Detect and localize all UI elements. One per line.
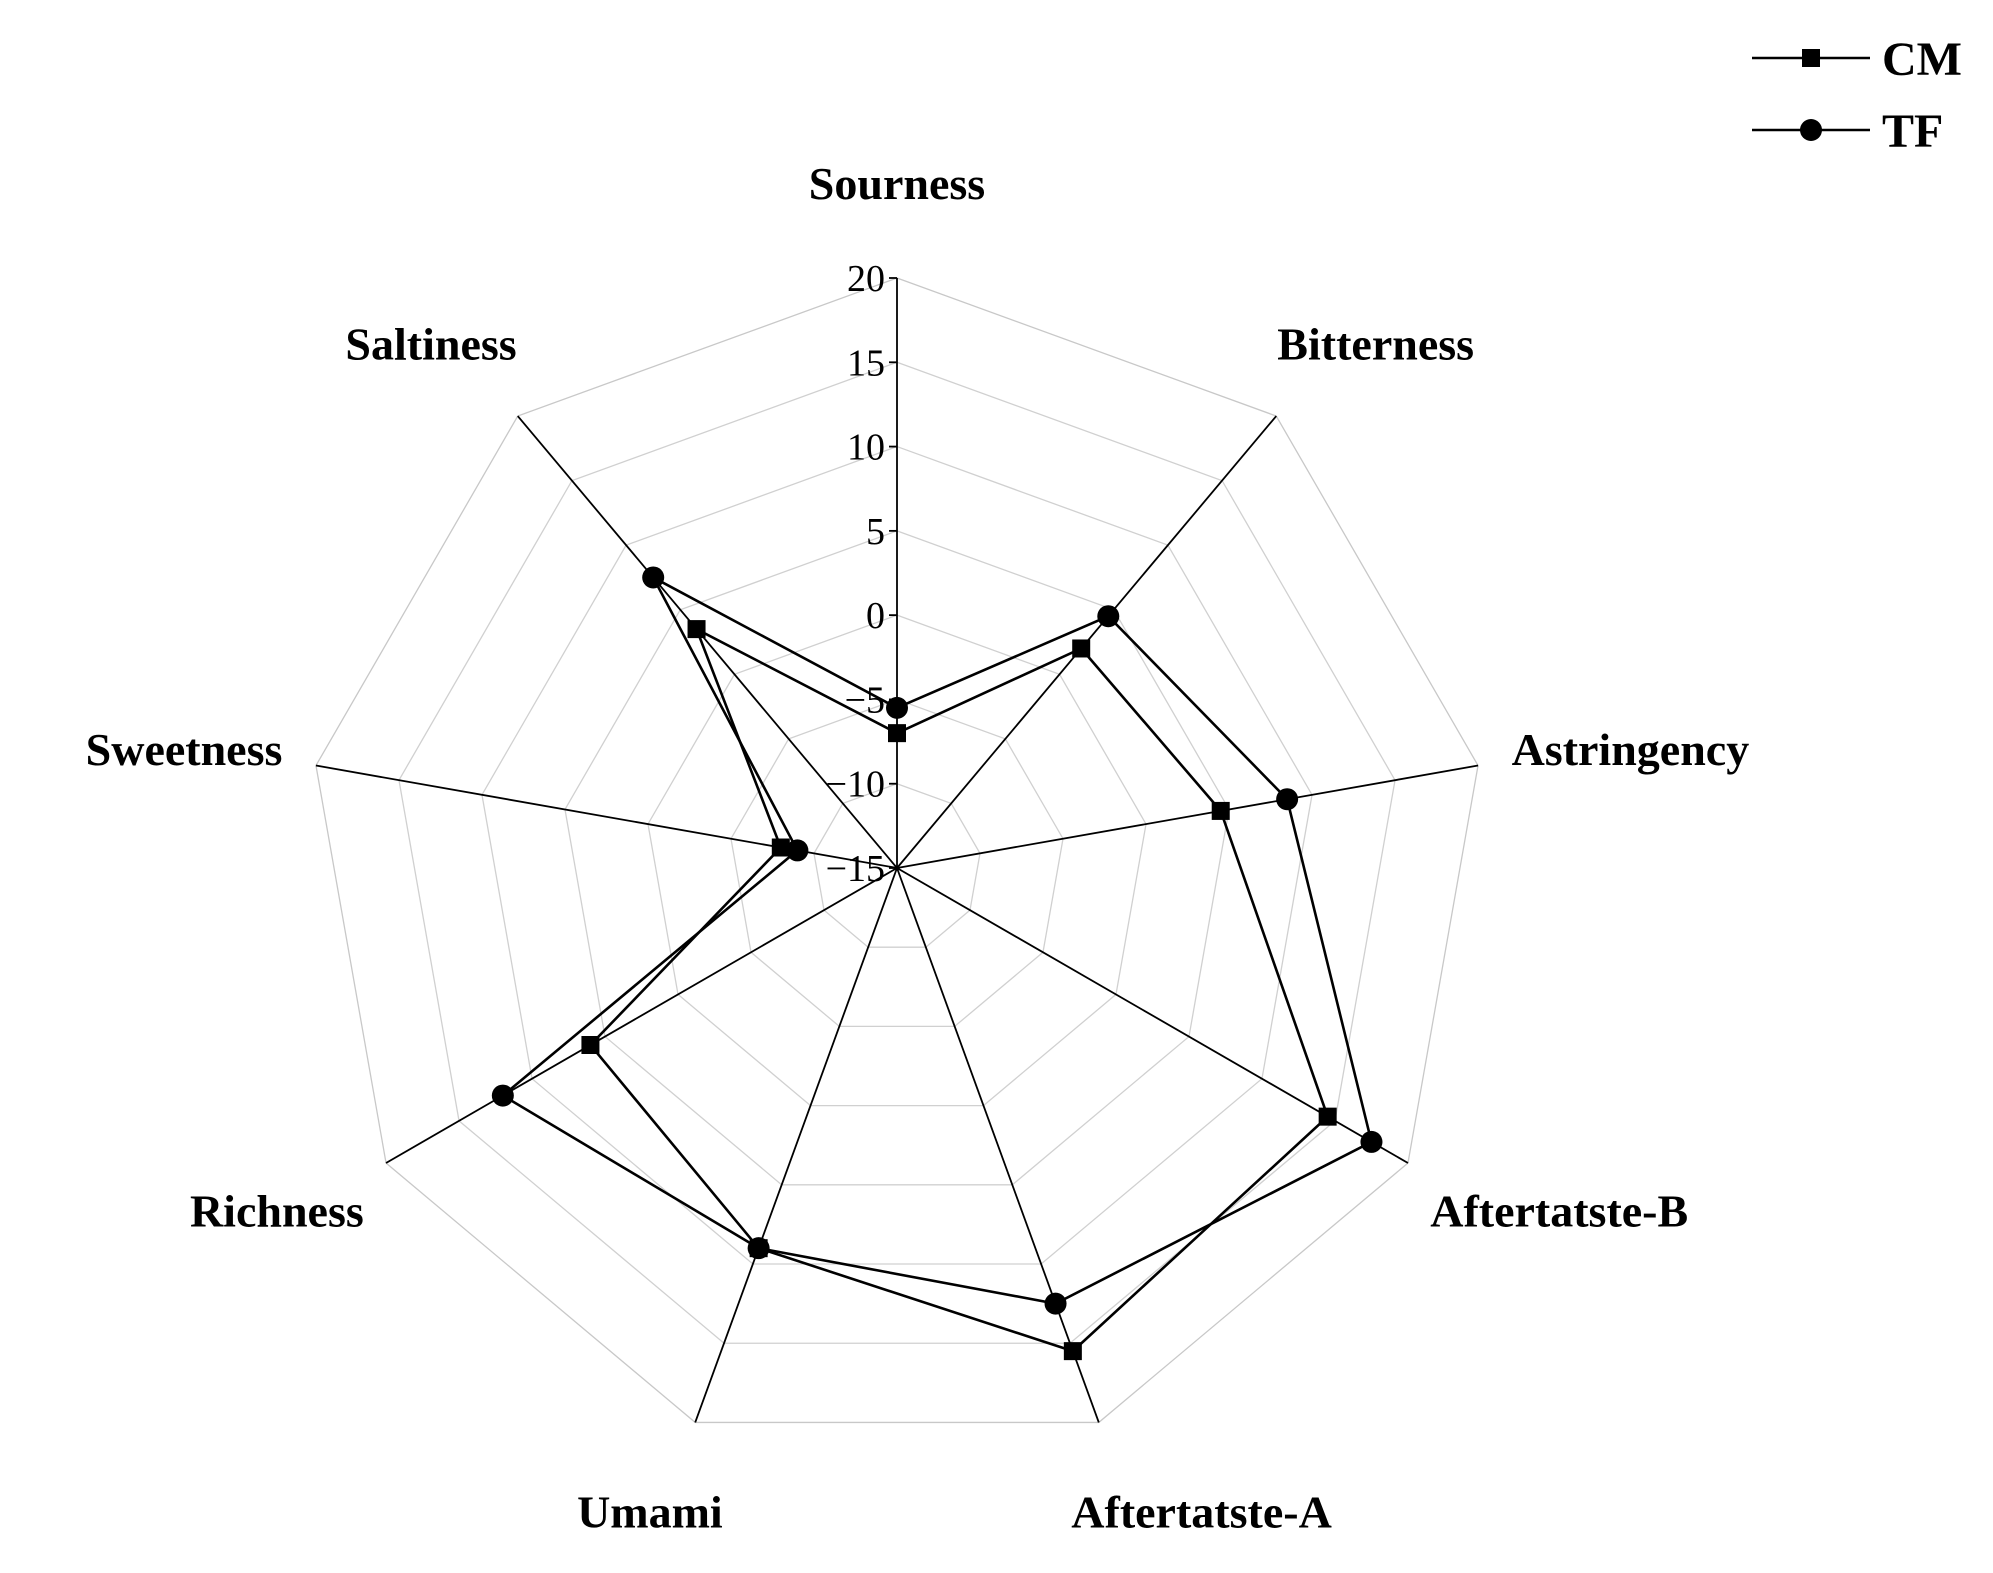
- point-TF-Richness: [491, 1084, 514, 1107]
- grid-ring-5: [730, 698, 1064, 1028]
- point-TF-Bitterness: [1097, 605, 1120, 628]
- legend: CM TF: [1752, 33, 1962, 158]
- legend-label-TF: TF: [1882, 105, 1943, 158]
- point-TF-Aftertatste-B: [1360, 1130, 1383, 1153]
- category-label-Richness: Richness: [190, 1186, 364, 1237]
- category-label-Sourness: Sourness: [809, 158, 985, 209]
- spoke-4: [896, 867, 1100, 1423]
- category-label-Saltiness: Saltiness: [345, 318, 516, 369]
- grid-ring-6: [813, 783, 981, 948]
- point-TF-Umami: [747, 1237, 770, 1260]
- grid-ring-2: [481, 445, 1313, 1265]
- point-CM-Richness: [581, 1036, 600, 1054]
- spoke-5: [694, 867, 898, 1423]
- series-TF: [491, 566, 1383, 1315]
- category-label-Sweetness: Sweetness: [86, 724, 283, 775]
- point-TF-Sweetness: [786, 839, 809, 862]
- point-TF-Aftertatste-A: [1044, 1292, 1067, 1315]
- point-TF-Saltiness: [642, 566, 665, 589]
- tick-label-0: 20: [847, 258, 885, 300]
- point-TF-Astringency: [1276, 788, 1299, 811]
- series-line-TF: [500, 574, 1373, 1305]
- point-TF-Sourness: [886, 696, 908, 719]
- radar-grid: [315, 277, 1479, 1424]
- category-label-Umami: Umami: [577, 1487, 723, 1538]
- spoke-7: [315, 764, 898, 869]
- point-CM-Saltiness: [687, 620, 706, 639]
- category-label-Aftertatste-A: Aftertatste-A: [1071, 1487, 1332, 1538]
- point-CM-Sourness: [888, 724, 906, 743]
- category-label-Bitterness: Bitterness: [1277, 318, 1474, 369]
- series-CM: [581, 620, 1337, 1361]
- point-CM-Bitterness: [1072, 639, 1091, 658]
- point-CM-Astringency: [1211, 801, 1230, 820]
- tick-label-4: 0: [866, 595, 885, 637]
- category-labels: Sourness Bitterness Astringency Aftertatste…: [86, 158, 1750, 1538]
- tick-label-7: −15: [826, 848, 885, 890]
- legend-marker-TF: [1800, 119, 1822, 141]
- tick-label-6: −10: [826, 764, 885, 806]
- tick-label-1: 15: [847, 342, 885, 384]
- category-label-Aftertatste-B: Aftertatste-B: [1430, 1186, 1688, 1237]
- tick-label-3: 5: [866, 511, 885, 553]
- radial-tick-labels: 20 15 10 5 0 −5 −10 −15: [826, 258, 885, 890]
- grid-ring-4: [647, 614, 1147, 1107]
- grid-ring-1: [398, 361, 1396, 1344]
- grid-ring-0: [315, 277, 1479, 1424]
- legend-marker-CM: [1802, 49, 1820, 67]
- grid-ring-3: [564, 530, 1230, 1186]
- spoke-8: [517, 415, 898, 869]
- spoke-6: [385, 867, 898, 1164]
- legend-label-CM: CM: [1882, 33, 1962, 86]
- data-series: [491, 566, 1383, 1361]
- point-CM-Aftertatste-B: [1318, 1107, 1337, 1126]
- tick-label-5: −5: [845, 679, 885, 721]
- spoke-2: [896, 764, 1479, 869]
- series-line-CM: [588, 626, 1330, 1353]
- tick-label-2: 10: [847, 427, 885, 469]
- point-CM-Sweetness: [771, 838, 790, 857]
- point-CM-Aftertatste-A: [1063, 1342, 1082, 1361]
- category-label-Astringency: Astringency: [1512, 724, 1750, 775]
